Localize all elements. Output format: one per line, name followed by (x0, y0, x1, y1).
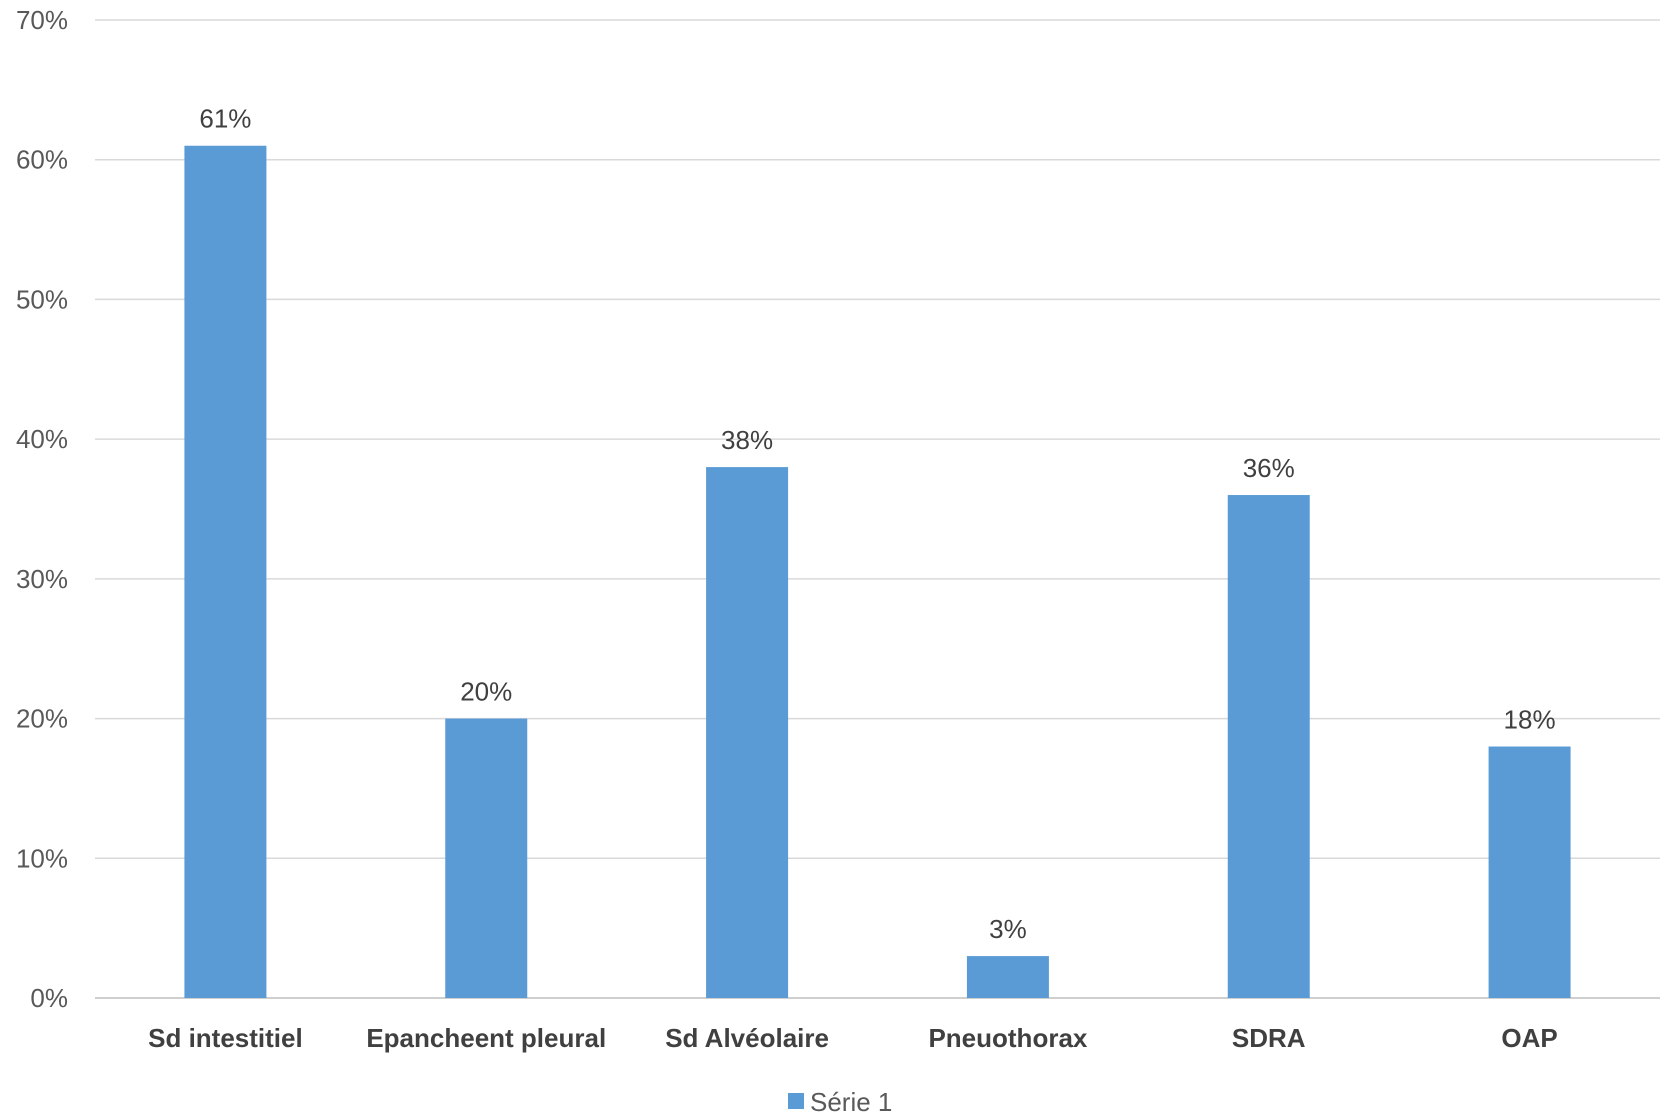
y-tick-label: 40% (16, 424, 68, 454)
category-label: Pneuothorax (928, 1023, 1087, 1053)
gridlines (95, 19, 1660, 999)
y-tick-label: 10% (16, 843, 68, 873)
legend-swatch (788, 1093, 804, 1109)
category-label: Sd intestitiel (148, 1023, 303, 1053)
bar (1227, 495, 1310, 998)
bar (1488, 746, 1571, 998)
category-label: Sd Alvéolaire (665, 1023, 829, 1053)
y-axis-ticks: 0% 10% 20% 30% 40% 50% 60% 70% (16, 5, 68, 1013)
bar (184, 145, 267, 998)
y-tick-label: 50% (16, 284, 68, 314)
category-label: SDRA (1232, 1023, 1306, 1053)
data-label: 20% (460, 677, 512, 707)
data-label: 18% (1504, 705, 1556, 735)
category-label: OAP (1501, 1023, 1557, 1053)
bar (445, 718, 528, 998)
y-tick-label: 70% (16, 5, 68, 35)
legend-label: Série 1 (810, 1087, 892, 1115)
data-labels: 61% 20% 38% 3% 36% 18% (199, 104, 1555, 944)
y-tick-label: 30% (16, 564, 68, 594)
y-tick-label: 20% (16, 704, 68, 734)
bars (184, 145, 1571, 999)
category-label: Epancheent pleural (366, 1023, 606, 1053)
data-label: 38% (721, 425, 773, 455)
data-label: 3% (989, 914, 1027, 944)
data-label: 61% (199, 104, 251, 134)
x-axis-categories: Sd intestitiel Epancheent pleural Sd Alvéo… (148, 1023, 1558, 1053)
y-tick-label: 60% (16, 145, 68, 175)
bar (706, 467, 789, 999)
y-tick-label: 0% (30, 983, 68, 1013)
data-label: 36% (1243, 453, 1295, 483)
bar (966, 956, 1049, 998)
legend: Série 1 (788, 1087, 892, 1115)
